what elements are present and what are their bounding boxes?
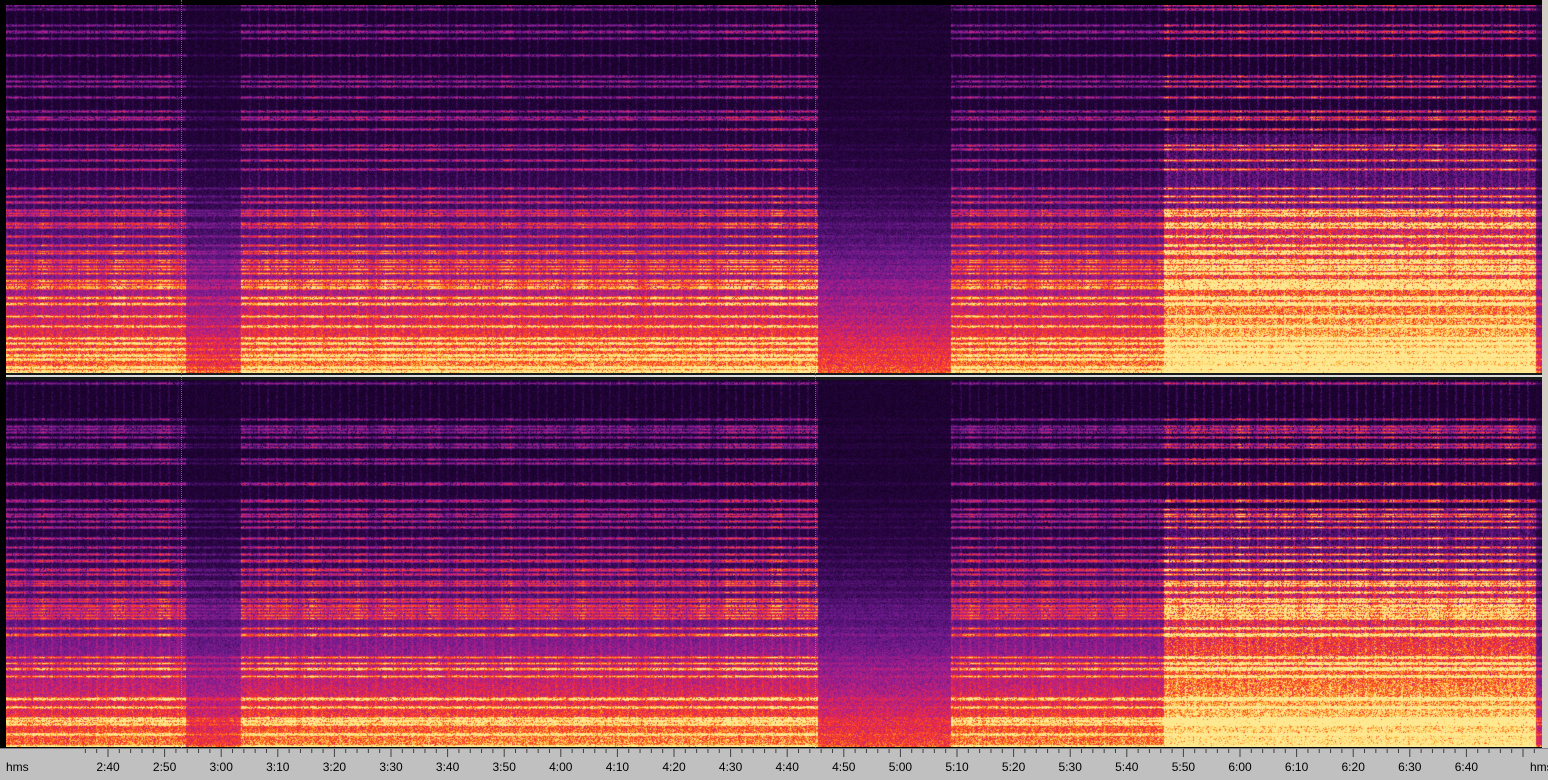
spectrogram-top-canvas[interactable] (6, 5, 1542, 373)
ruler-label: 5:00 (888, 760, 913, 774)
ruler-label: 4:00 (549, 760, 573, 774)
ruler-unit-left: hms (6, 760, 29, 774)
ruler-label: 5:10 (945, 760, 969, 774)
ruler-label: 3:00 (209, 760, 233, 774)
ruler-label: 2:50 (152, 760, 177, 774)
ruler-label: 4:40 (775, 760, 799, 774)
ruler-label: 5:20 (1001, 760, 1026, 774)
ruler-label: 5:50 (1171, 760, 1196, 774)
spectrogram-bottom-canvas[interactable] (6, 380, 1542, 747)
ruler-label: 4:50 (832, 760, 856, 774)
ruler-label: 6:10 (1284, 760, 1309, 774)
ruler-label: 3:20 (322, 760, 347, 774)
time-ruler[interactable]: hms 2:40 2:50 3:00 3:10 3:20 3:30 3:40 3:50 4:00… (0, 748, 1548, 780)
ruler-label: 4:10 (605, 760, 630, 774)
ruler-label: 3:10 (266, 760, 290, 774)
spectrogram-channel-top[interactable] (6, 5, 1542, 373)
ruler-label: 4:30 (718, 760, 743, 774)
ruler-label: 2:40 (96, 760, 120, 774)
ruler-label: 4:20 (662, 760, 686, 774)
marker-line-1[interactable] (181, 0, 183, 748)
ruler-label: 3:50 (492, 760, 516, 774)
ruler-label: 5:30 (1058, 760, 1082, 774)
ruler-label: 6:30 (1398, 760, 1422, 774)
spectrogram-frame (0, 0, 1548, 748)
ruler-label: 5:40 (1115, 760, 1139, 774)
ruler-label: 3:30 (379, 760, 403, 774)
channel-divider (6, 373, 1542, 380)
ruler-label: 6:20 (1341, 760, 1365, 774)
spectrogram-channel-bottom[interactable] (6, 380, 1542, 747)
ruler-label: 6:40 (1454, 760, 1479, 774)
ruler-label: 3:40 (435, 760, 460, 774)
ruler-unit-right: hms (1530, 760, 1548, 774)
ruler-ticks (84, 749, 1535, 757)
marker-line-2[interactable] (815, 0, 817, 748)
ruler-label: 6:00 (1228, 760, 1252, 774)
